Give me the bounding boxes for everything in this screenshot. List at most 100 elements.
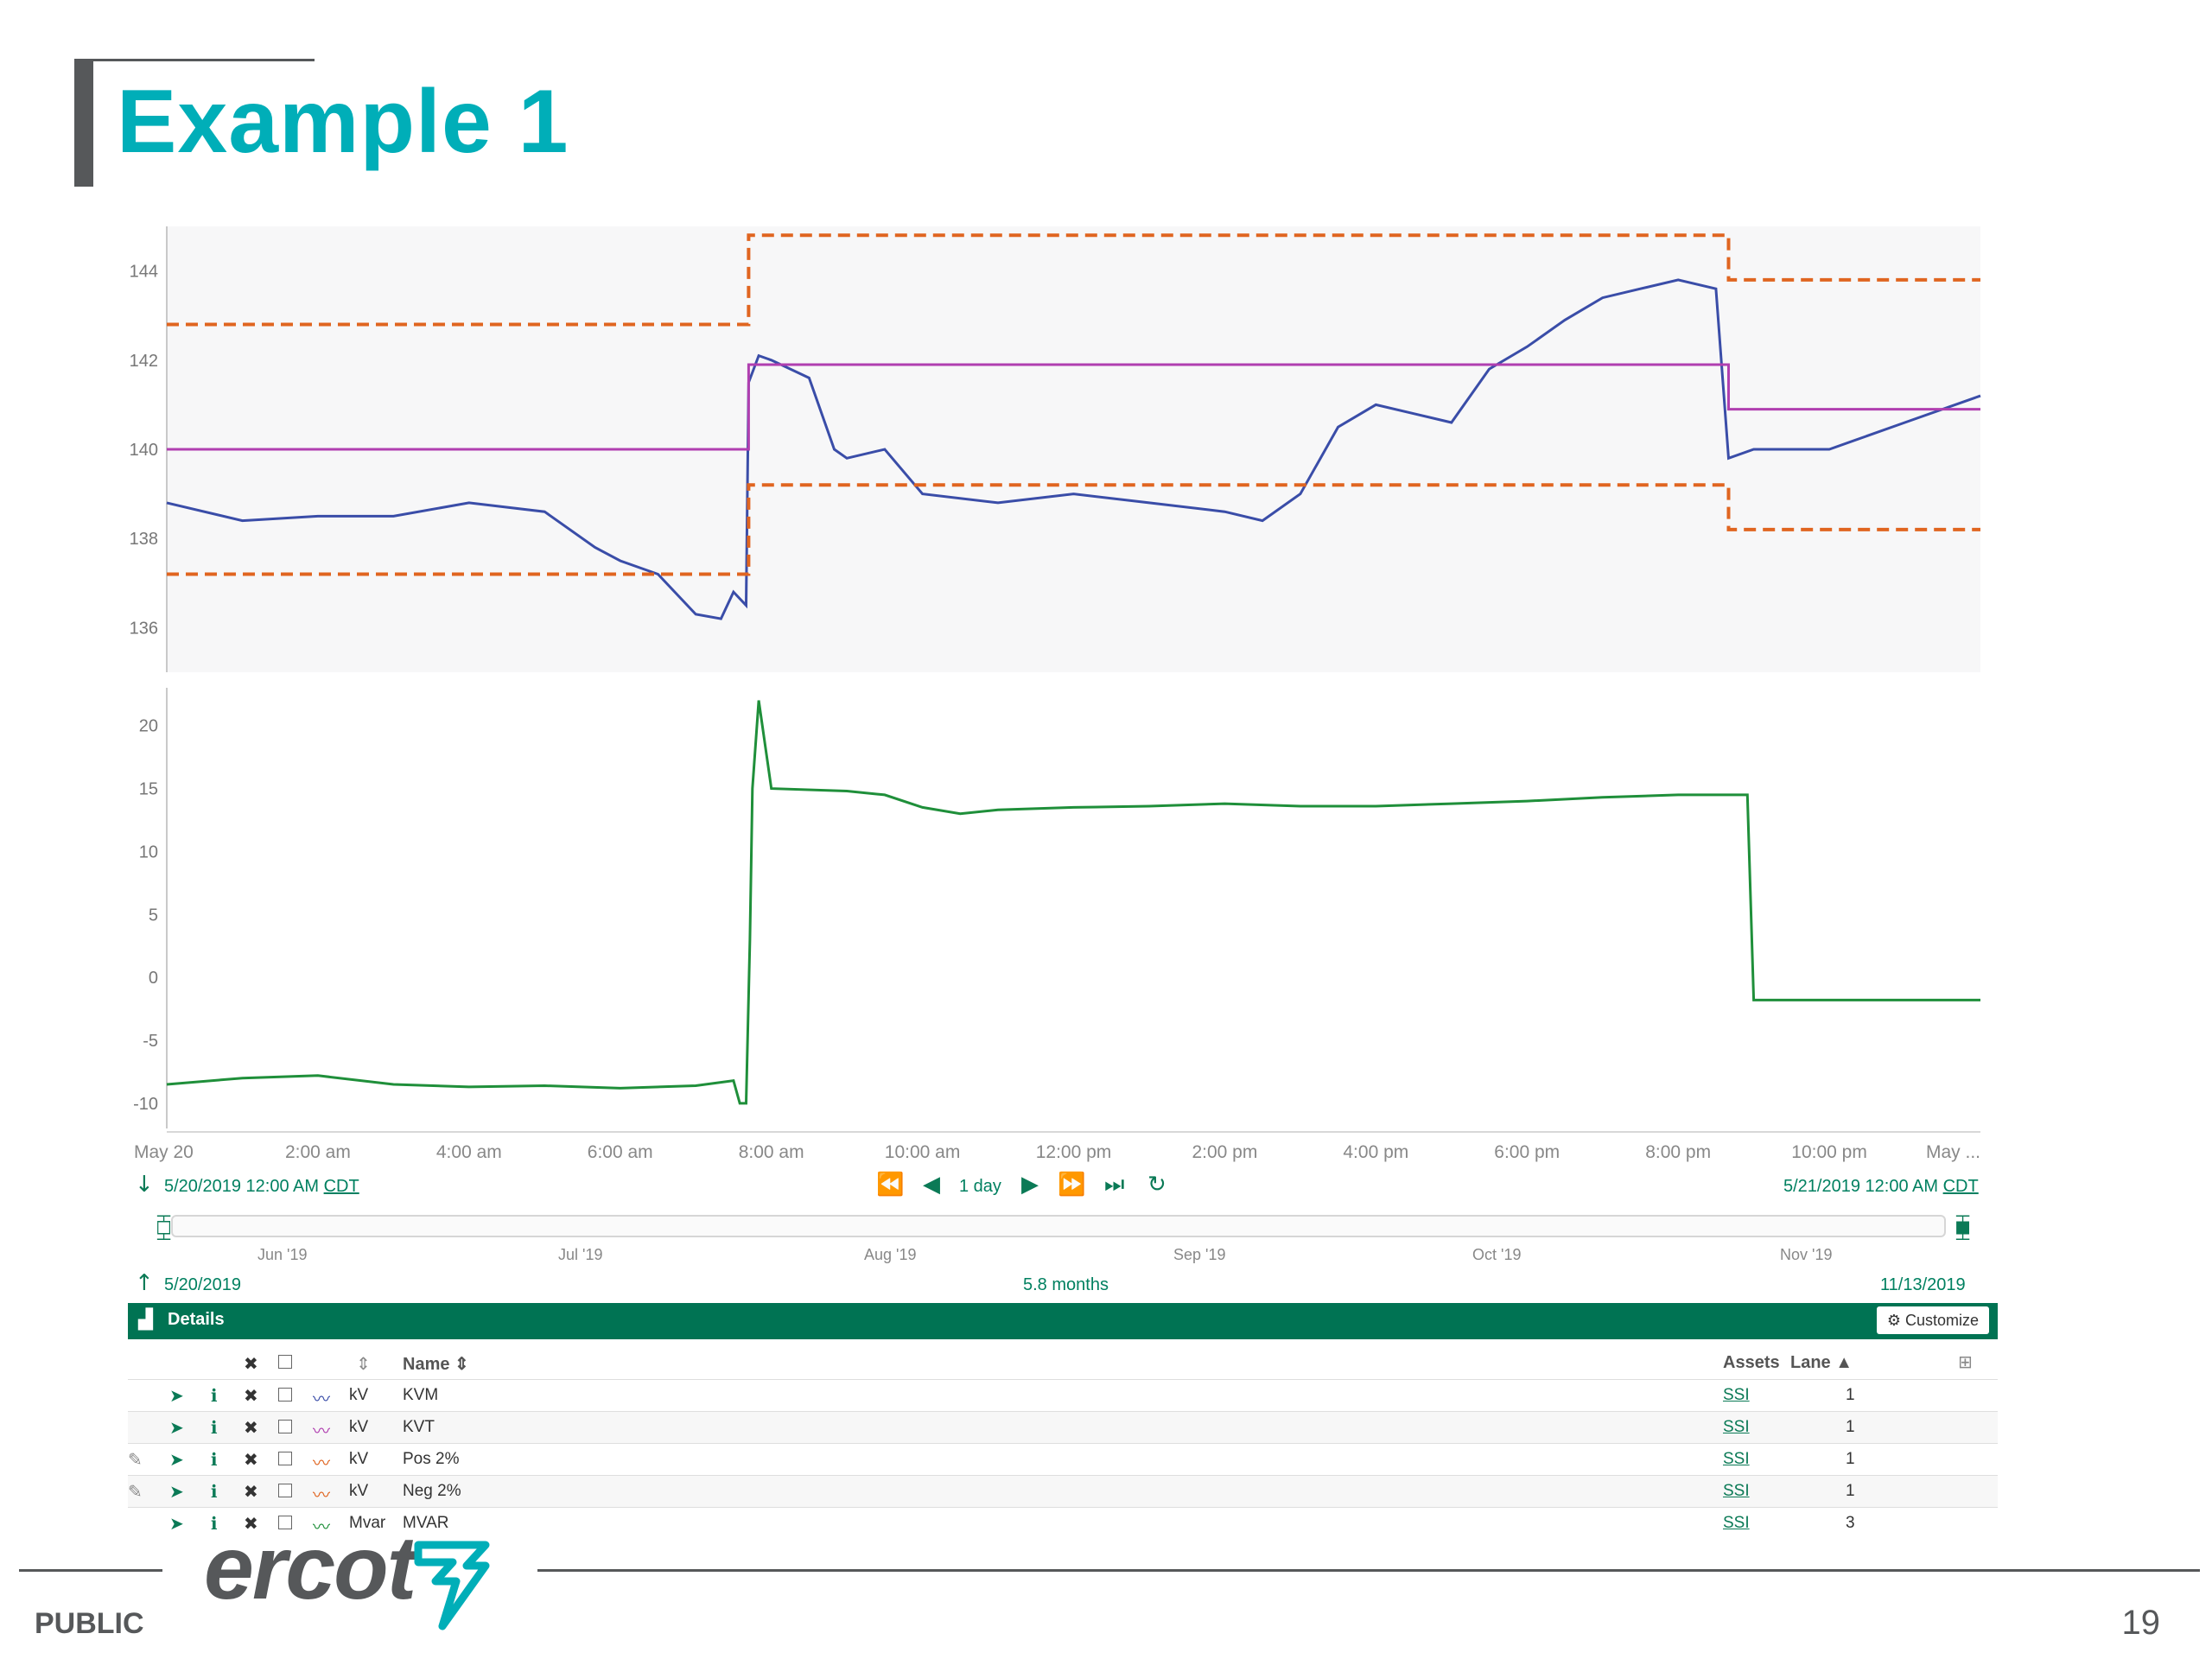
- x-tick-label: 2:00 pm: [1192, 1142, 1257, 1162]
- remove-icon[interactable]: ✖: [244, 1449, 258, 1470]
- unit-cell: kV: [349, 1450, 369, 1468]
- x-tick-label: May 20: [134, 1142, 194, 1162]
- series-line-icon[interactable]: 〰: [313, 1389, 330, 1409]
- info-icon[interactable]: ℹ: [211, 1417, 218, 1438]
- range-handle-end-icon[interactable]: ⧯: [1955, 1211, 1972, 1242]
- y-tick-label: 138: [130, 530, 158, 549]
- lane-cell: 1: [1846, 1418, 1855, 1436]
- unit-cell: kV: [349, 1482, 369, 1500]
- y-tick-label: 140: [130, 441, 158, 460]
- lane-cell: 3: [1846, 1514, 1855, 1532]
- footer-rule-left: [19, 1569, 162, 1572]
- y-tick-label: -5: [143, 1032, 158, 1051]
- locate-icon[interactable]: ➤: [169, 1385, 184, 1406]
- series-line-icon[interactable]: 〰: [313, 1452, 330, 1473]
- view-end-timezone[interactable]: CDT: [1942, 1177, 1979, 1196]
- lane-cell: 1: [1846, 1450, 1855, 1468]
- x-tick-label: 2:00 am: [285, 1142, 351, 1162]
- series-line-kvt: [167, 363, 1980, 451]
- edit-icon[interactable]: ✎: [128, 1449, 143, 1470]
- table-row[interactable]: ➤ ℹ ✖ 〰 kV KVM SSI 1: [128, 1379, 1998, 1412]
- series-line-icon[interactable]: 〰: [313, 1421, 330, 1441]
- asset-link[interactable]: SSI: [1723, 1482, 1750, 1500]
- series-line-mvar: [166, 700, 1980, 1105]
- slider-month-label: Nov '19: [1780, 1246, 1833, 1263]
- view-start-value: 5/20/2019 12:00 AM: [164, 1177, 320, 1196]
- x-tick-label: 6:00 am: [588, 1142, 653, 1162]
- row-checkbox[interactable]: [278, 1388, 292, 1402]
- view-start-datetime: 5/20/2019 12:00 AM CDT: [164, 1177, 359, 1197]
- footer-rule-right: [537, 1569, 2200, 1572]
- column-header-assets[interactable]: Assets: [1723, 1353, 1780, 1372]
- slide-title: Example 1: [117, 72, 569, 172]
- range-handle-start-icon[interactable]: ⧮: [156, 1211, 173, 1242]
- locate-icon[interactable]: ➤: [169, 1481, 184, 1502]
- range-end-date: 11/13/2019: [1880, 1275, 1966, 1294]
- info-icon[interactable]: ℹ: [211, 1513, 218, 1534]
- footer-public-label: PUBLIC: [35, 1607, 144, 1640]
- asset-link[interactable]: SSI: [1723, 1514, 1750, 1532]
- trend-chart: 136 138 140 142 144 -10 -5 0 5 10 15 20 May 20 2:00 a…: [130, 226, 1981, 1162]
- locate-icon[interactable]: ➤: [169, 1417, 184, 1438]
- forward-fast-icon[interactable]: ⏩: [1058, 1172, 1086, 1198]
- select-all-checkbox[interactable]: [278, 1355, 292, 1369]
- range-start-date: 5/20/2019: [164, 1275, 241, 1294]
- lane-cell: 1: [1846, 1482, 1855, 1500]
- info-icon[interactable]: ℹ: [211, 1385, 218, 1406]
- table-row[interactable]: ✎ ➤ ℹ ✖ 〰 kV Pos 2% SSI 1: [128, 1443, 1998, 1476]
- name-cell: Pos 2%: [403, 1450, 460, 1468]
- remove-all-icon[interactable]: ✖: [244, 1353, 258, 1374]
- skip-to-end-icon[interactable]: ⏭: [1104, 1172, 1125, 1198]
- table-row[interactable]: ➤ ℹ ✖ 〰 kV KVT SSI 1: [128, 1411, 1998, 1444]
- step-back-icon[interactable]: ◀: [923, 1172, 940, 1198]
- slider-month-label: Aug '19: [864, 1246, 917, 1263]
- refresh-icon[interactable]: ↻: [1147, 1172, 1166, 1198]
- slider-month-label: Jun '19: [257, 1246, 308, 1263]
- row-checkbox[interactable]: [278, 1484, 292, 1497]
- range-slider-track[interactable]: [171, 1215, 1946, 1237]
- name-cell: KVT: [403, 1418, 435, 1436]
- info-icon[interactable]: ℹ: [211, 1481, 218, 1502]
- column-header-name[interactable]: Name ⇕: [403, 1353, 469, 1375]
- info-icon[interactable]: ℹ: [211, 1449, 218, 1470]
- remove-icon[interactable]: ✖: [244, 1385, 258, 1406]
- locate-icon[interactable]: ➤: [169, 1449, 184, 1470]
- asset-link[interactable]: SSI: [1723, 1418, 1750, 1436]
- ercot-logo-mark-icon: [414, 1541, 490, 1630]
- column-header-lane[interactable]: Lane ▲: [1790, 1353, 1853, 1373]
- remove-icon[interactable]: ✖: [244, 1481, 258, 1502]
- table-row[interactable]: ✎ ➤ ℹ ✖ 〰 kV Neg 2% SSI 1: [128, 1475, 1998, 1508]
- step-forward-icon[interactable]: ▶: [1021, 1172, 1039, 1198]
- row-checkbox[interactable]: [278, 1420, 292, 1433]
- x-tick-label: 4:00 am: [436, 1142, 502, 1162]
- period-label[interactable]: 1 day: [959, 1177, 1001, 1196]
- edit-icon[interactable]: ✎: [128, 1481, 143, 1502]
- arrow-down-icon[interactable]: ↓: [135, 1172, 154, 1198]
- details-title: Details: [168, 1310, 225, 1329]
- slider-month-label: Sep '19: [1173, 1246, 1226, 1263]
- arrow-up-icon[interactable]: ↑: [135, 1270, 154, 1296]
- view-end-value: 5/21/2019 12:00 AM: [1783, 1177, 1939, 1196]
- row-checkbox[interactable]: [278, 1516, 292, 1529]
- column-settings-icon[interactable]: ⊞: [1958, 1351, 1973, 1372]
- view-start-timezone[interactable]: CDT: [323, 1177, 359, 1196]
- ercot-logo-text: ercot: [204, 1518, 416, 1618]
- sort-icon[interactable]: ⇕: [454, 1355, 469, 1374]
- table-row[interactable]: ➤ ℹ ✖ 〰 Mvar MVAR SSI 3: [128, 1507, 1998, 1540]
- series-line-icon[interactable]: 〰: [313, 1516, 330, 1537]
- asset-link[interactable]: SSI: [1723, 1450, 1750, 1468]
- x-tick-label: 10:00 am: [885, 1142, 961, 1162]
- row-checkbox[interactable]: [278, 1452, 292, 1465]
- y-tick-label: 5: [149, 906, 158, 925]
- sort-asc-icon[interactable]: ▲: [1835, 1353, 1853, 1372]
- customize-button[interactable]: ⚙ Customize: [1876, 1306, 1989, 1334]
- asset-link[interactable]: SSI: [1723, 1386, 1750, 1404]
- sort-icon[interactable]: ⇕: [356, 1353, 371, 1374]
- remove-icon[interactable]: ✖: [244, 1417, 258, 1438]
- locate-icon[interactable]: ➤: [169, 1513, 184, 1534]
- series-line-icon[interactable]: 〰: [313, 1484, 330, 1505]
- gears-icon: ⚙: [1886, 1312, 1901, 1329]
- remove-icon[interactable]: ✖: [244, 1513, 258, 1534]
- y-tick-label: 0: [149, 969, 158, 988]
- rewind-fast-icon[interactable]: ⏪: [876, 1172, 905, 1198]
